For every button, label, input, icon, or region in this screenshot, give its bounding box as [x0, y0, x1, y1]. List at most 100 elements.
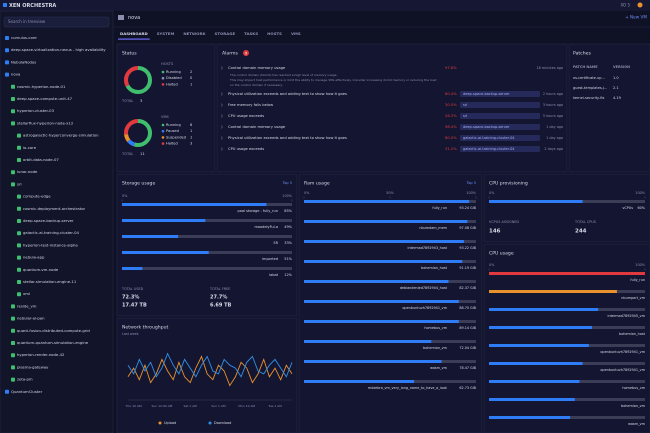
- tab[interactable]: SYSTEM: [157, 31, 175, 36]
- tab[interactable]: DASHBOARD: [120, 31, 148, 36]
- chevron: [220, 125, 223, 129]
- alarm-text[interactable]: CPU usage exceeds: [228, 147, 264, 151]
- tree-item[interactable]: quantum-vm-node: [23, 267, 59, 272]
- legend-label: Upload: [164, 421, 176, 425]
- legend-value: 1: [190, 82, 192, 86]
- panel-title: Storage usage: [122, 181, 155, 187]
- tree-icon: [5, 72, 9, 77]
- legend-dot: [161, 70, 165, 74]
- tree-item[interactable]: quant-fusion-distributed-compute-grid: [17, 328, 90, 333]
- tab[interactable]: NETWORK: [183, 31, 206, 36]
- stat-label: VCPUS ASSIGNED: [489, 220, 519, 224]
- tree-item[interactable]: cosmic-deployment-orchestrator: [23, 206, 86, 211]
- tree-item[interactable]: reside_vm: [17, 303, 37, 308]
- user-icon[interactable]: [637, 2, 643, 8]
- top-link[interactable]: Top 5: [466, 181, 476, 185]
- tree-item[interactable]: deep-space-virtualization-nexus - high a…: [11, 47, 106, 52]
- bar-label: wasm_vm: [430, 366, 448, 370]
- tree-item[interactable]: nebula-app: [23, 255, 45, 260]
- legend-value: 0: [190, 76, 193, 80]
- tree-item[interactable]: compute-edge: [23, 194, 51, 199]
- tree-item[interactable]: orbit-data-node-07: [23, 157, 59, 162]
- alarm-text[interactable]: Free memory falls below: [228, 103, 273, 107]
- column-header: PATCH NAME: [573, 65, 598, 69]
- tree-item[interactable]: nova: [11, 72, 20, 77]
- tree-item[interactable]: quantum-quantum-simulation-engine: [17, 340, 89, 345]
- alarm-time: 1 day ago: [546, 125, 563, 129]
- search-box[interactable]: [3, 16, 110, 28]
- tree-icon: [11, 109, 15, 114]
- tree-item[interactable]: io-core: [23, 145, 37, 150]
- tree-item[interactable]: stellarflux-hyperion-node-x12: [17, 120, 74, 125]
- bar: [304, 340, 432, 343]
- tree-icon: [17, 255, 21, 260]
- panel: [483, 243, 650, 433]
- bar-label: bohemian_host: [421, 266, 448, 270]
- tree-item[interactable]: nebular-ai-pan: [17, 316, 45, 321]
- tab[interactable]: HOSTS: [267, 31, 282, 36]
- tree-item[interactable]: srl: [17, 181, 22, 186]
- tree-item[interactable]: QuantumCluster: [11, 389, 43, 394]
- tab[interactable]: STORAGE: [215, 31, 236, 36]
- tree-icon: [17, 206, 21, 211]
- bar-size: 91.19 GiB: [459, 266, 476, 270]
- new-vm-button[interactable]: + New VM: [625, 15, 647, 20]
- object-chip: [460, 135, 540, 141]
- tree-icon: [11, 316, 15, 321]
- tree-item[interactable]: NebulaNodes: [11, 59, 36, 64]
- bar-label: intermad7892945_vm: [608, 314, 646, 318]
- alarm-text[interactable]: Control domain memory usage: [228, 66, 286, 70]
- x-tick-label: Sun 1 AM: [211, 404, 226, 408]
- tree-item[interactable]: xml: [23, 291, 30, 296]
- tree-item[interactable]: galactic-ai-training-cluster-04: [23, 230, 79, 235]
- bar: [304, 280, 449, 283]
- tree-icon: [17, 231, 21, 236]
- value-label: 85%: [284, 209, 292, 213]
- alarm-object: srl: [463, 103, 467, 107]
- tree-item[interactable]: plasma-gateway: [17, 364, 49, 369]
- tree-item[interactable]: hyperion-test-instance-alpha: [23, 242, 78, 247]
- legend-dot: [161, 129, 165, 133]
- tree-item[interactable]: zeta-pm: [17, 377, 33, 382]
- tree-item[interactable]: deep-space-backup-server: [23, 218, 74, 223]
- x-tick-label: Mon 10 AM: [238, 404, 255, 408]
- value-label: 33%: [284, 241, 292, 245]
- tab[interactable]: VMS: [291, 31, 301, 36]
- legend-label: Suspended: [166, 135, 186, 139]
- tree-item[interactable]: stellar-simulation-engine-11: [23, 279, 77, 284]
- tree-item[interactable]: lunar-node: [17, 169, 38, 174]
- tree-item[interactable]: hyperion-render-node-42: [17, 352, 65, 357]
- tree-item[interactable]: deep-space-compute-unit-47: [17, 96, 73, 101]
- tab[interactable]: TASKS: [244, 31, 258, 36]
- donut-label: HOSTS: [161, 62, 174, 66]
- alarm-text[interactable]: Physical utilization exceeds and adding …: [228, 92, 347, 96]
- stat-size: 6.69 TB: [210, 303, 231, 309]
- tree-item[interactable]: astrogalactic-hyperconverge-simulation: [23, 133, 99, 138]
- bar: [304, 260, 463, 263]
- tree-item[interactable]: hyperion-cluster-03: [17, 108, 55, 113]
- column-header: VERSION: [613, 65, 630, 69]
- stat-size: 17.47 TB: [122, 303, 147, 309]
- alarm-value: 80.5%: [445, 136, 457, 140]
- alarm-text[interactable]: Physical utilization exceeds and adding …: [228, 136, 347, 140]
- legend-label: Running: [166, 123, 181, 127]
- tree-item[interactable]: cumulus-core: [11, 35, 37, 40]
- bar-label: pool storage - fully_run: [238, 209, 278, 213]
- alarm-description: on the control domain if necessary.: [230, 83, 283, 87]
- bar: [489, 380, 580, 383]
- legend-dot: [161, 123, 165, 127]
- bar-label: openbuntuvh7892941_vm: [600, 350, 645, 354]
- alarm-text[interactable]: CPU usage exceeds: [228, 114, 264, 118]
- stat-label: TOTAL CPUS: [574, 220, 596, 224]
- top-link[interactable]: Top 5: [282, 181, 292, 185]
- legend-dot: [158, 421, 162, 425]
- object-chip: [460, 124, 540, 130]
- bar-size: 97.08 GiB: [459, 226, 476, 230]
- panel: [116, 43, 216, 173]
- search-placeholder: Search in treeview: [8, 19, 46, 24]
- alarm-text[interactable]: Control domain memory usage: [228, 125, 286, 129]
- tree-item[interactable]: cosmic-hyperion-node-01: [17, 84, 66, 89]
- stat-value: 146: [489, 229, 501, 235]
- patch-cell: 4.19: [613, 96, 621, 100]
- bar-track: [122, 235, 292, 238]
